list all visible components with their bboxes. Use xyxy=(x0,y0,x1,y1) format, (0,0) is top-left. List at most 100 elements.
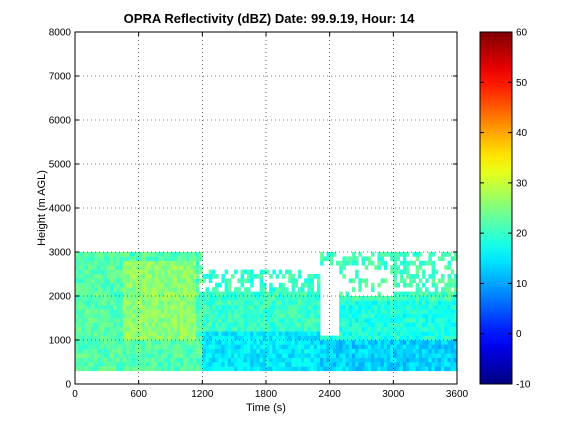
heatmap-cell xyxy=(256,296,260,301)
heatmap-cell xyxy=(90,362,95,367)
heatmap-cell xyxy=(81,274,85,279)
heatmap-cell xyxy=(428,353,432,358)
heatmap-cell xyxy=(243,291,248,297)
heatmap-cell xyxy=(351,260,356,266)
heatmap-cell xyxy=(450,344,455,350)
heatmap-cell xyxy=(396,282,400,288)
heatmap-cell xyxy=(189,326,194,332)
heatmap-cell xyxy=(141,344,146,350)
heatmap-cell xyxy=(393,278,397,284)
heatmap-cell xyxy=(167,318,171,323)
heatmap-cell xyxy=(393,282,397,288)
heatmap-cell xyxy=(122,269,127,275)
heatmap-cell xyxy=(250,278,254,284)
heatmap-cell xyxy=(164,291,168,297)
heatmap-cell xyxy=(399,291,404,297)
heatmap-cell xyxy=(418,335,423,341)
heatmap-cell xyxy=(106,282,111,288)
heatmap-cell xyxy=(192,291,197,297)
heatmap-cell xyxy=(361,326,365,332)
heatmap-cell xyxy=(113,318,117,323)
heatmap-cell xyxy=(291,344,295,350)
heatmap-cell xyxy=(355,348,359,354)
heatmap-cell xyxy=(75,335,79,341)
heatmap-cell xyxy=(97,362,101,367)
heatmap-cell xyxy=(409,331,413,336)
heatmap-cell xyxy=(224,353,229,358)
heatmap-cell xyxy=(173,260,178,266)
heatmap-cell xyxy=(221,340,225,345)
heatmap-cell xyxy=(148,340,152,345)
heatmap-cell xyxy=(218,296,222,301)
heatmap-cell xyxy=(450,362,455,367)
heatmap-cell xyxy=(81,269,85,275)
heatmap-cell xyxy=(186,296,190,301)
heatmap-cell xyxy=(380,353,385,358)
heatmap-cell xyxy=(406,300,410,306)
heatmap-cell xyxy=(272,291,276,297)
heatmap-cell xyxy=(151,300,155,306)
heatmap-cell xyxy=(418,278,423,284)
heatmap-cell xyxy=(431,353,436,358)
heatmap-cell xyxy=(215,300,219,306)
heatmap-cell xyxy=(434,353,439,358)
heatmap-cell xyxy=(103,318,108,323)
heatmap-cell xyxy=(183,322,187,328)
heatmap-cell xyxy=(316,309,321,314)
heatmap-cell xyxy=(361,340,365,345)
heatmap-cell xyxy=(141,366,146,372)
heatmap-cell xyxy=(329,340,334,345)
heatmap-cell xyxy=(297,322,302,328)
heatmap-cell xyxy=(406,340,410,345)
heatmap-cell xyxy=(113,344,117,350)
heatmap-cell xyxy=(437,256,442,262)
heatmap-cell xyxy=(97,357,101,363)
heatmap-cell xyxy=(224,326,229,332)
heatmap-cell xyxy=(377,318,381,323)
heatmap-cell xyxy=(135,326,139,332)
heatmap-cell xyxy=(415,282,420,288)
heatmap-cell xyxy=(377,322,381,328)
heatmap-cell xyxy=(97,309,101,314)
heatmap-cell xyxy=(402,331,407,336)
heatmap-cell xyxy=(87,296,92,301)
heatmap-cell xyxy=(151,304,155,310)
heatmap-cell xyxy=(294,357,299,363)
heatmap-cell xyxy=(342,318,346,323)
heatmap-cell xyxy=(243,313,248,319)
heatmap-cell xyxy=(326,366,330,372)
heatmap-cell xyxy=(183,309,187,314)
heatmap-cell xyxy=(94,344,98,350)
heatmap-cell xyxy=(278,300,283,306)
heatmap-cell xyxy=(351,318,356,323)
heatmap-cell xyxy=(434,348,439,354)
heatmap-cell xyxy=(307,353,311,358)
heatmap-cell xyxy=(183,252,187,257)
heatmap-cell xyxy=(106,300,111,306)
heatmap-cell xyxy=(313,362,318,367)
heatmap-cell xyxy=(97,340,101,345)
heatmap-cell xyxy=(272,340,276,345)
heatmap-cell xyxy=(377,326,381,332)
heatmap-cell xyxy=(399,326,404,332)
heatmap-cell xyxy=(320,348,324,354)
heatmap-cell xyxy=(135,357,139,363)
heatmap-cell xyxy=(447,313,451,319)
heatmap-cell xyxy=(148,252,152,257)
heatmap-cell xyxy=(138,269,143,275)
heatmap-cell xyxy=(409,300,413,306)
heatmap-cell xyxy=(355,318,359,323)
heatmap-cell xyxy=(418,353,423,358)
heatmap-cell xyxy=(367,348,372,354)
heatmap-cell xyxy=(383,252,388,257)
heatmap-cell xyxy=(90,340,95,345)
heatmap-cell xyxy=(246,357,251,363)
heatmap-cell xyxy=(316,291,321,297)
heatmap-cell xyxy=(386,252,391,257)
heatmap-cell xyxy=(342,265,346,270)
heatmap-cell xyxy=(374,304,378,310)
heatmap-cell xyxy=(272,326,276,332)
heatmap-cell xyxy=(383,366,388,372)
heatmap-cell xyxy=(170,344,174,350)
heatmap-cell xyxy=(113,291,117,297)
